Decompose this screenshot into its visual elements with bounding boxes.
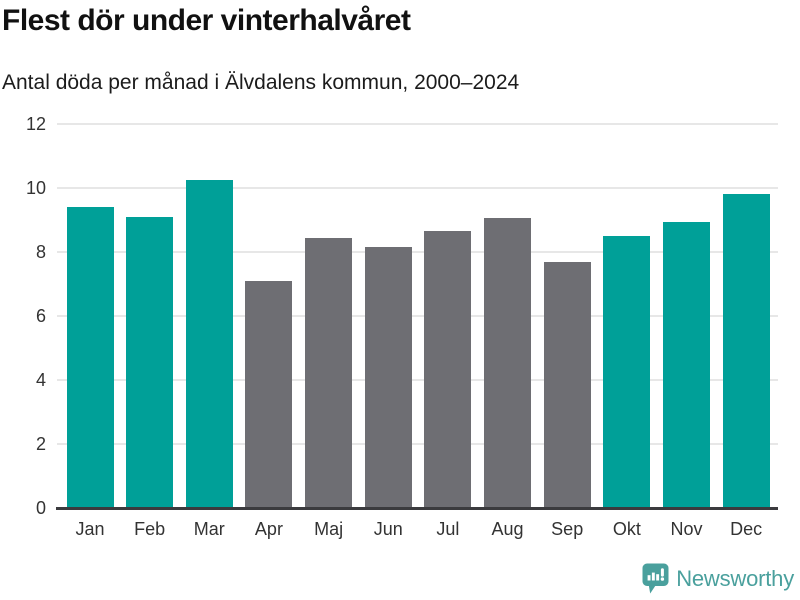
bar-maj — [305, 237, 353, 508]
y-tick-label: 2 — [35, 434, 46, 454]
bar-sep — [543, 261, 591, 508]
bar-dec — [722, 194, 770, 508]
gridline — [57, 123, 778, 125]
y-tick-label: 10 — [25, 178, 46, 198]
y-tick-label: 0 — [35, 498, 46, 518]
x-axis-line — [56, 507, 778, 510]
bar-aug — [484, 218, 532, 508]
bar-okt — [603, 236, 651, 508]
bar-jan — [66, 207, 114, 508]
x-tick-label: Aug — [491, 519, 524, 539]
x-tick-label: Apr — [254, 519, 283, 539]
newsworthy-logo-icon — [642, 563, 669, 594]
y-tick-label: 6 — [35, 306, 46, 326]
x-tick-label: Nov — [670, 519, 703, 539]
x-tick-label: Maj — [314, 519, 344, 539]
gridline — [57, 251, 778, 253]
y-tick-label: 12 — [25, 114, 46, 134]
bar-nov — [663, 221, 710, 508]
x-tick-label: Sep — [551, 519, 584, 539]
chart-subtitle: Antal döda per månad i Älvdalens kommun,… — [2, 71, 520, 94]
bar-jun — [364, 247, 412, 508]
x-tick-label: Dec — [730, 519, 763, 539]
gridline — [57, 443, 778, 445]
x-tick-label: Jun — [373, 519, 403, 539]
gridline — [57, 187, 778, 189]
x-tick-label: Mar — [193, 519, 225, 539]
y-tick-label: 4 — [35, 370, 46, 390]
gridline — [57, 315, 778, 317]
page-title: Flest dör under vinterhalvåret — [2, 4, 411, 37]
brand-name: Newsworthy — [676, 565, 794, 591]
brand-footer[interactable]: Newsworthy — [642, 563, 794, 594]
x-tick-label: Jan — [75, 519, 105, 539]
gridline — [57, 379, 778, 381]
bar-feb — [126, 216, 174, 508]
y-tick-label: 8 — [35, 242, 46, 262]
x-tick-label: Okt — [612, 519, 641, 539]
bar-apr — [245, 280, 293, 508]
x-tick-label: Feb — [134, 519, 166, 539]
x-tick-label: Jul — [436, 519, 460, 539]
bar-jul — [424, 231, 472, 508]
bar-mar — [185, 180, 233, 508]
